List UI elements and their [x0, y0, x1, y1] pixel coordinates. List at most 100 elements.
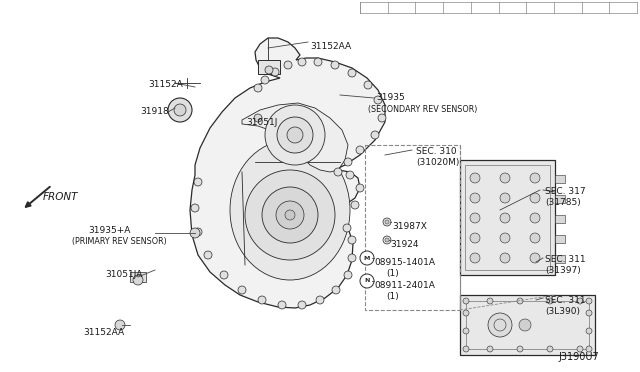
Text: 31935: 31935 [376, 93, 404, 102]
Circle shape [133, 275, 143, 285]
Circle shape [500, 213, 510, 223]
Circle shape [285, 210, 295, 220]
Circle shape [356, 146, 364, 154]
Circle shape [530, 193, 540, 203]
Bar [466, 301, 589, 349]
Text: SEC. 310: SEC. 310 [416, 147, 456, 156]
Text: 31152A: 31152A [148, 80, 183, 89]
Circle shape [517, 298, 523, 304]
Circle shape [374, 96, 382, 104]
Text: N: N [364, 279, 370, 283]
Circle shape [343, 224, 351, 232]
Circle shape [530, 173, 540, 183]
Text: 31051JA: 31051JA [105, 270, 142, 279]
Circle shape [470, 173, 480, 183]
Circle shape [577, 298, 583, 304]
Circle shape [519, 319, 531, 331]
Text: 31987X: 31987X [392, 222, 427, 231]
Circle shape [334, 168, 342, 176]
Circle shape [284, 61, 292, 69]
Circle shape [383, 236, 391, 244]
Circle shape [168, 98, 192, 122]
Polygon shape [190, 38, 385, 308]
Circle shape [346, 171, 354, 179]
Circle shape [586, 310, 592, 316]
Circle shape [463, 310, 469, 316]
Circle shape [287, 127, 303, 143]
Circle shape [254, 114, 262, 122]
Circle shape [577, 346, 583, 352]
Text: (31785): (31785) [545, 198, 580, 207]
Text: 31051J: 31051J [246, 118, 277, 127]
Circle shape [278, 301, 286, 309]
Bar [555, 235, 565, 243]
Text: (1): (1) [386, 269, 399, 278]
Circle shape [220, 271, 228, 279]
Circle shape [385, 220, 389, 224]
Text: J3190U7: J3190U7 [558, 352, 599, 362]
Circle shape [586, 346, 592, 352]
Circle shape [245, 170, 335, 260]
Text: (PRIMARY REV SENSOR): (PRIMARY REV SENSOR) [72, 237, 167, 246]
Circle shape [487, 298, 493, 304]
Circle shape [378, 114, 386, 122]
Circle shape [194, 228, 202, 236]
Circle shape [261, 76, 269, 84]
Circle shape [547, 346, 553, 352]
Circle shape [271, 68, 279, 76]
Circle shape [383, 218, 391, 226]
Bar [258, 60, 280, 74]
Text: SEC. 311: SEC. 311 [545, 255, 586, 264]
Circle shape [191, 204, 199, 212]
Text: 08915-1401A: 08915-1401A [374, 258, 435, 267]
Circle shape [371, 131, 379, 139]
Circle shape [298, 58, 306, 66]
Text: (31397): (31397) [545, 266, 580, 275]
Circle shape [332, 286, 340, 294]
Circle shape [463, 298, 469, 304]
Text: (SECONDARY REV SENSOR): (SECONDARY REV SENSOR) [368, 105, 477, 114]
Circle shape [344, 271, 352, 279]
Circle shape [265, 105, 325, 165]
Circle shape [470, 193, 480, 203]
Text: 08911-2401A: 08911-2401A [374, 281, 435, 290]
Circle shape [276, 201, 304, 229]
Circle shape [547, 298, 553, 304]
Circle shape [204, 251, 212, 259]
Ellipse shape [230, 140, 350, 280]
Circle shape [500, 253, 510, 263]
Text: SEC. 311: SEC. 311 [545, 296, 586, 305]
Circle shape [316, 296, 324, 304]
Text: 31935+A: 31935+A [88, 226, 131, 235]
Circle shape [470, 253, 480, 263]
Circle shape [298, 301, 306, 309]
Text: FRONT: FRONT [43, 192, 79, 202]
Circle shape [517, 346, 523, 352]
Circle shape [194, 178, 202, 186]
Text: (31020M): (31020M) [416, 158, 460, 167]
Circle shape [487, 346, 493, 352]
Circle shape [463, 328, 469, 334]
Circle shape [190, 228, 200, 238]
Circle shape [356, 184, 364, 192]
Text: SEC. 317: SEC. 317 [545, 187, 586, 196]
Circle shape [530, 253, 540, 263]
Bar [465, 165, 550, 270]
Circle shape [314, 58, 322, 66]
Text: 31152AA: 31152AA [83, 328, 124, 337]
Circle shape [488, 313, 512, 337]
Circle shape [351, 201, 359, 209]
Circle shape [174, 104, 186, 116]
Circle shape [500, 173, 510, 183]
Circle shape [348, 69, 356, 77]
Bar [130, 272, 146, 282]
Bar [555, 175, 565, 183]
Text: 31152AA: 31152AA [310, 42, 351, 51]
Circle shape [238, 286, 246, 294]
Circle shape [348, 236, 356, 244]
Text: (1): (1) [386, 292, 399, 301]
Circle shape [364, 81, 372, 89]
Bar [365, 145, 460, 310]
Bar [555, 195, 565, 203]
Circle shape [360, 274, 374, 288]
